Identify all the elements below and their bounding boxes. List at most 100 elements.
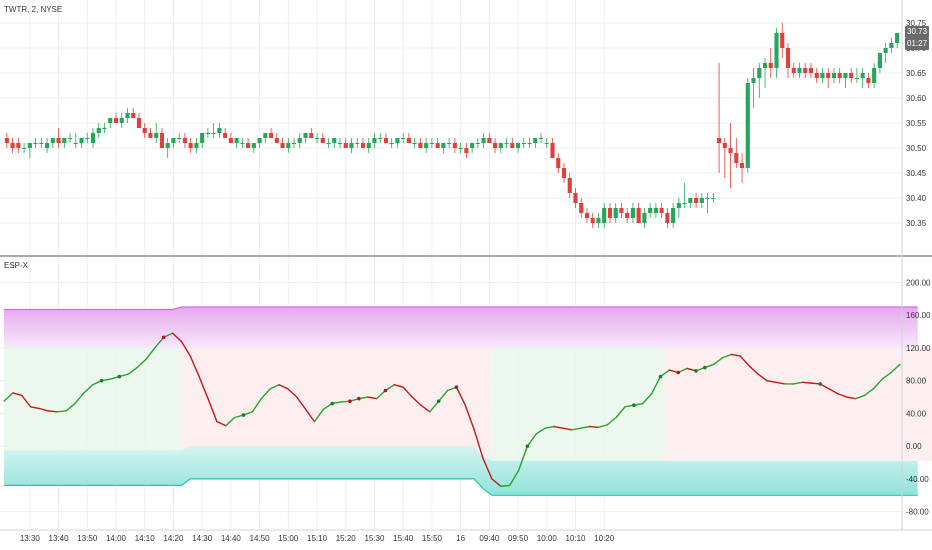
candle-body	[429, 143, 434, 144]
signal-marker	[99, 378, 104, 383]
oscillator-segment	[854, 394, 866, 400]
candle-body	[791, 68, 796, 73]
oscillator-segment	[12, 392, 23, 397]
oscillator-segment	[562, 427, 573, 431]
oscillator-segment	[207, 397, 218, 423]
candle-body	[412, 143, 417, 144]
candle-body	[79, 138, 84, 143]
oscillator-segment	[721, 353, 733, 359]
candle-body	[889, 43, 894, 48]
candle-body	[613, 208, 618, 218]
time-tick-label: 14:50	[250, 534, 271, 543]
candle-body	[205, 133, 210, 134]
candle-body	[854, 78, 859, 79]
oscillator-segment	[402, 386, 413, 398]
candle-body	[831, 73, 837, 78]
oscillator-segment	[837, 393, 848, 398]
candle-body	[619, 208, 624, 213]
candle-body	[447, 143, 452, 144]
candle-body	[297, 138, 302, 143]
oscillator-segment	[881, 371, 892, 380]
candle-body	[475, 143, 480, 144]
signal-marker	[357, 396, 361, 401]
candle-body	[320, 138, 325, 143]
candle-body	[90, 133, 96, 143]
oscillator-segment	[730, 353, 742, 357]
candle-body	[659, 208, 664, 213]
symbol-label[interactable]: TWTR, 2, NYSE	[4, 5, 63, 14]
candle-body	[389, 143, 394, 144]
candle-body	[866, 78, 871, 83]
candle-body	[441, 143, 446, 148]
oscillator-segment	[3, 392, 14, 402]
candle-body	[383, 138, 389, 143]
candle-body	[843, 73, 848, 78]
indicator-tick-label: 160.00	[906, 311, 931, 320]
candle-body	[291, 143, 297, 144]
candle-body	[62, 138, 67, 143]
candle-body	[182, 138, 187, 143]
indicator-bands	[4, 306, 918, 496]
candle-body	[33, 143, 38, 144]
candle-body	[142, 128, 147, 133]
signal-marker	[348, 399, 352, 403]
candle-body	[872, 68, 877, 83]
last-price-badge: 30.73	[905, 26, 930, 38]
candle-body	[56, 138, 61, 143]
price-candles	[4, 23, 900, 228]
candle-body	[734, 153, 739, 163]
lower-band-area	[4, 446, 918, 496]
candle-body	[648, 208, 653, 213]
oscillator-segment	[260, 388, 271, 400]
oscillator-segment	[535, 427, 546, 435]
oscillator-segment	[544, 425, 555, 429]
oscillator-segment	[491, 478, 502, 487]
oscillator-segment	[216, 420, 227, 427]
lower-band-line	[4, 478, 918, 496]
signal-marker	[703, 365, 707, 370]
candle-body	[280, 143, 285, 148]
candle-body	[159, 133, 165, 148]
signal-marker	[241, 413, 246, 417]
candle-body	[39, 143, 44, 144]
candle-body	[682, 203, 687, 204]
time-tick-label: 15:00	[278, 534, 299, 543]
candle-body	[257, 138, 262, 143]
candle-body	[326, 143, 331, 144]
time-axis[interactable]: 13:30 13:40 13:50 14:00 14:10 14:20 14:30 14:40…	[20, 534, 615, 543]
oscillator-segment	[38, 407, 50, 412]
time-tick-label: 14:10	[135, 534, 156, 543]
candle-body	[136, 118, 142, 128]
indicator-axis[interactable]: 200.00 160.00 120.00 80.00 40.00 0.00 -40.00 -8…	[906, 278, 931, 516]
oscillator-segment	[429, 400, 440, 413]
candle-body	[533, 138, 538, 143]
candle-body	[705, 198, 710, 199]
oscillator-segment	[828, 388, 839, 395]
candle-body	[728, 148, 733, 153]
signal-marker	[454, 385, 459, 390]
candle-body	[154, 133, 159, 138]
oscillator-segment	[606, 416, 617, 426]
signal-marker	[161, 335, 166, 340]
oscillator-markers	[99, 335, 822, 448]
price-axis[interactable]: 30.7530.7030.6530.6030.5530.5030.4530.40…	[906, 19, 927, 228]
oscillator-segment	[313, 408, 325, 423]
time-tick-label: 15:50	[422, 534, 443, 543]
candle-body	[803, 68, 808, 73]
indicator-zones	[4, 347, 932, 461]
oscillator-segment	[526, 433, 537, 447]
oscillator-segment	[296, 396, 307, 411]
oscillator-segment	[508, 470, 520, 487]
signal-marker	[383, 388, 388, 393]
candle-body	[768, 63, 773, 68]
candle-body	[165, 143, 170, 148]
signal-marker	[632, 403, 636, 408]
candle-body	[762, 63, 768, 68]
candle-body	[625, 213, 630, 218]
candle-body	[676, 203, 681, 208]
candle-body	[556, 158, 561, 168]
candle-body	[739, 163, 745, 168]
indicator-label[interactable]: ESP-X	[4, 261, 29, 270]
oscillator-segment	[659, 369, 671, 378]
oscillator-segment	[189, 355, 200, 378]
